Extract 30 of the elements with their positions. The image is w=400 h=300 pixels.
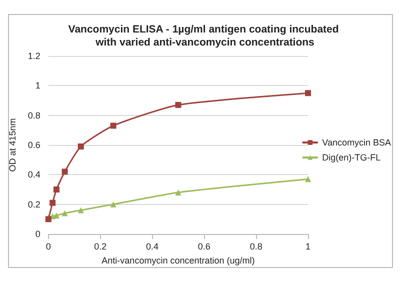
legend-label: Dig(en)-TG-FL [322,152,381,162]
chart-title: Vancomycin ELISA - 1µg/ml antigen coating incubated with varied anti-vancomycin concentrations [68,24,342,48]
point [110,201,116,208]
point [78,207,84,214]
x-tick-label: 0.8 [250,242,262,252]
legend-label: Vancomycin BSA [322,138,392,148]
x-tick-label: 0.4 [146,242,159,252]
y-tick-label: 0.6 [28,140,40,150]
y-tick-label: 0.8 [28,110,40,120]
point [175,189,182,196]
point [78,143,84,150]
x-tick-label: 1 [305,242,311,252]
x-axis-title: Anti-vancomycin concentration (ug/ml) [102,255,255,266]
y-tick-label: 0 [35,229,40,239]
y-tick-label: 1.2 [28,51,40,61]
point [53,186,60,192]
y-tick-label: 1 [35,80,40,91]
point [175,102,182,108]
y-tick-label: 0.4 [28,170,40,180]
point [305,176,311,182]
point [305,90,311,96]
x-tick-label: 0.6 [198,242,210,252]
point [50,200,56,206]
x-tick-label: 0.2 [94,242,107,252]
x-tick-label: 0 [46,242,51,252]
y-tick-label: 0.2 [28,199,40,210]
point [110,122,116,129]
y-axis-title: OD at 415nm [8,118,18,172]
point [62,210,68,216]
point [62,168,68,175]
